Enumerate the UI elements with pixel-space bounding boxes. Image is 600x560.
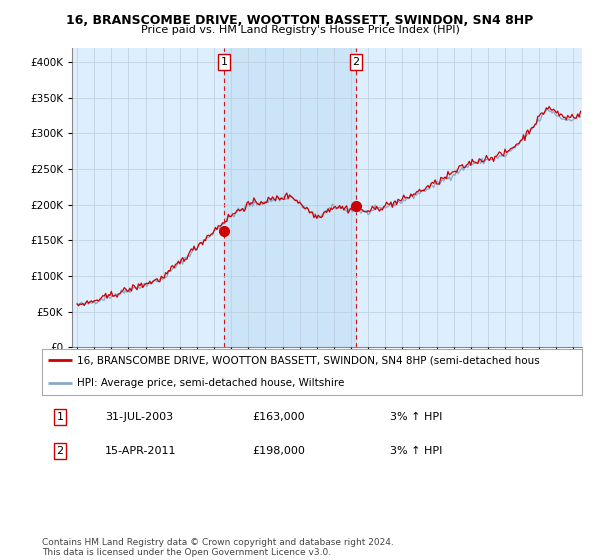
Text: 16, BRANSCOMBE DRIVE, WOOTTON BASSETT, SWINDON, SN4 8HP: 16, BRANSCOMBE DRIVE, WOOTTON BASSETT, S… xyxy=(67,14,533,27)
Bar xyxy=(224,48,356,347)
Text: 3% ↑ HPI: 3% ↑ HPI xyxy=(390,446,442,456)
Text: £198,000: £198,000 xyxy=(252,446,305,456)
Text: 31-JUL-2003: 31-JUL-2003 xyxy=(105,412,173,422)
Text: Price paid vs. HM Land Registry's House Price Index (HPI): Price paid vs. HM Land Registry's House … xyxy=(140,25,460,35)
Text: £163,000: £163,000 xyxy=(252,412,305,422)
Text: 3% ↑ HPI: 3% ↑ HPI xyxy=(390,412,442,422)
Text: 2: 2 xyxy=(352,57,359,67)
Text: 1: 1 xyxy=(220,57,227,67)
Text: 2: 2 xyxy=(56,446,64,456)
Text: 1: 1 xyxy=(56,412,64,422)
Text: 15-APR-2011: 15-APR-2011 xyxy=(105,446,176,456)
Text: HPI: Average price, semi-detached house, Wiltshire: HPI: Average price, semi-detached house,… xyxy=(77,379,344,388)
Text: Contains HM Land Registry data © Crown copyright and database right 2024.
This d: Contains HM Land Registry data © Crown c… xyxy=(42,538,394,557)
Text: 16, BRANSCOMBE DRIVE, WOOTTON BASSETT, SWINDON, SN4 8HP (semi-detached hous: 16, BRANSCOMBE DRIVE, WOOTTON BASSETT, S… xyxy=(77,356,540,365)
